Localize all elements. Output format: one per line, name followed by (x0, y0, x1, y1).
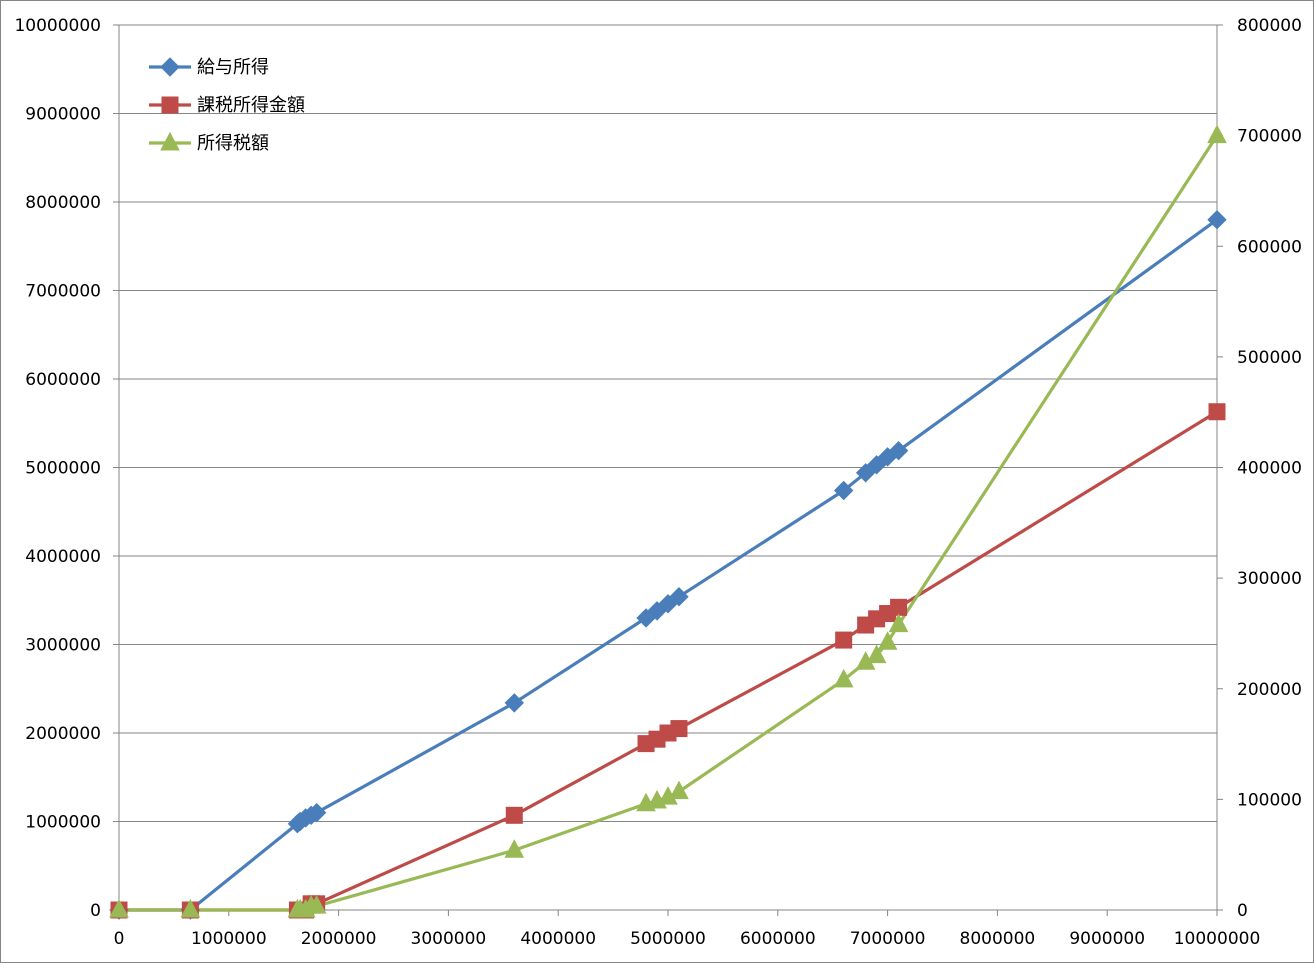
data-point (890, 598, 908, 616)
data-point (306, 802, 327, 823)
legend-marker (160, 131, 180, 151)
data-point (180, 898, 201, 918)
x-tick-labels: 0 1000000 2000000 3000000 4000000 5000000 6000… (114, 910, 1261, 949)
y-right-tick-label: 600000 (1237, 237, 1302, 257)
y-right-tick-label: 400000 (1237, 459, 1302, 479)
gridlines (119, 24, 1217, 822)
data-point (504, 693, 524, 713)
x-tick-label: 1000000 (191, 929, 267, 949)
data-point (669, 780, 689, 800)
y-right-tick-label: 800000 (1237, 16, 1302, 36)
y-left-tick-label: 0 (90, 901, 101, 921)
legend-marker (160, 57, 180, 77)
legend-label: 課税所得金額 (197, 95, 305, 116)
y-left-tick-label: 5000000 (25, 459, 101, 479)
series-markers-1 (109, 209, 1227, 920)
x-tick-label: 2000000 (301, 929, 377, 949)
y-left-tick-label: 9000000 (25, 105, 101, 125)
legend-label: 所得税額 (197, 133, 269, 154)
series-line-1 (119, 218, 1218, 912)
y-right-tick-label: 100000 (1237, 790, 1302, 810)
data-point (109, 898, 129, 918)
x-tick-label: 7000000 (850, 929, 926, 949)
data-point (866, 455, 887, 475)
series-markers (109, 124, 1227, 920)
series-markers-2 (110, 403, 1226, 919)
data-point (306, 895, 327, 914)
y-right-tick-label: 0 (1237, 901, 1248, 921)
data-point (1207, 124, 1227, 144)
y-left-tick-label: 7000000 (25, 282, 101, 302)
x-tick-label: 0 (114, 929, 125, 949)
data-point (835, 631, 853, 649)
x-tick-label: 8000000 (960, 929, 1036, 949)
legend-marker (161, 96, 179, 114)
y-left-tick-label: 2000000 (25, 724, 101, 744)
y-right-tick-label: 200000 (1237, 680, 1302, 700)
y-left-tick-label: 4000000 (25, 547, 101, 567)
x-tick-label: 10000000 (1174, 929, 1261, 949)
data-point (833, 480, 854, 501)
y-right-tick-label: 500000 (1237, 348, 1302, 368)
y-left-tick-label: 1000000 (25, 813, 101, 833)
y-right-tick-label: 300000 (1237, 569, 1302, 589)
x-tick-label: 5000000 (630, 929, 706, 949)
data-point (1208, 403, 1226, 421)
x-tick-label: 6000000 (740, 929, 816, 949)
y-left-tick-label: 6000000 (25, 370, 101, 390)
x-tick-label: 9000000 (1069, 929, 1145, 949)
data-point (877, 631, 898, 650)
data-point (505, 806, 523, 824)
data-point (833, 668, 854, 688)
y-right-tick-labels: 0 100000 200000 300000 400000 500000 600000 700… (1217, 16, 1302, 921)
x-tick-label: 4000000 (520, 929, 596, 949)
data-point (888, 440, 909, 461)
data-point (855, 463, 876, 483)
data-point (670, 720, 688, 738)
data-point (888, 613, 909, 633)
data-point (866, 644, 887, 664)
legend-label: 給与所得 (197, 57, 269, 78)
series-markers-3 (109, 124, 1227, 918)
data-point (1207, 209, 1227, 230)
y-left-tick-labels: 0 1000000 2000000 3000000 4000000 5000000 6000… (14, 16, 119, 921)
y-right-tick-label: 700000 (1237, 127, 1302, 147)
data-point (504, 839, 525, 858)
y-left-tick-label: 8000000 (25, 193, 101, 213)
y-left-tick-label: 3000000 (25, 636, 101, 656)
y-left-tick-label: 10000000 (14, 16, 101, 36)
data-point (669, 587, 689, 607)
x-tick-label: 3000000 (411, 929, 487, 949)
